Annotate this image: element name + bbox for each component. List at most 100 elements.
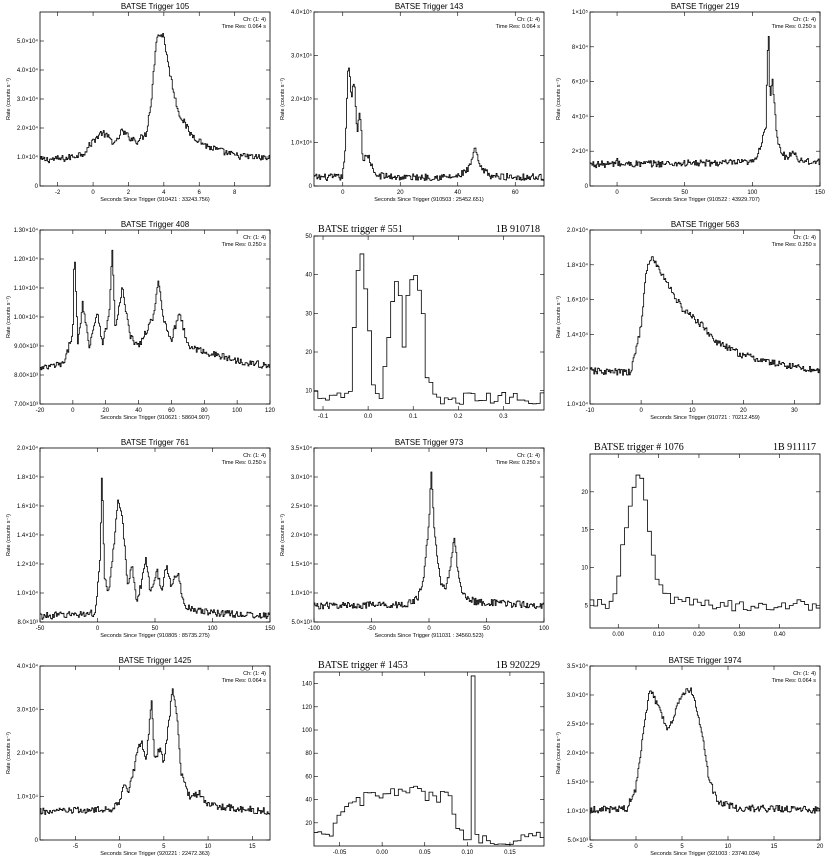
y-tick-label: 8.00×10³ xyxy=(14,373,38,379)
y-axis-label: Rate (counts s⁻¹) xyxy=(280,78,286,120)
x-tick-label: 8 xyxy=(233,190,237,196)
x-axis-label: Seconds Since Trigger (910805 : 85735.27… xyxy=(100,633,210,639)
y-tick-label: 140 xyxy=(302,682,313,688)
y-tick-label: 120 xyxy=(302,705,313,711)
x-tick-label: 15 xyxy=(771,844,778,850)
x-tick-label: 20 xyxy=(740,408,747,414)
y-tick-label: 30 xyxy=(305,311,312,317)
y-tick-label: 1×10⁵ xyxy=(572,9,589,16)
x-tick-label: 0.10 xyxy=(461,850,473,856)
x-tick-label: 0.0 xyxy=(364,414,373,420)
series-line-rate xyxy=(314,675,544,845)
y-tick-label: 1.6×10⁴ xyxy=(567,297,589,304)
x-tick-label: 120 xyxy=(265,408,276,414)
panel-annotation-1: Ch: (1: 4) xyxy=(517,17,540,23)
chart-title: BATSE Trigger 973 xyxy=(395,438,464,447)
x-tick-label: 150 xyxy=(265,626,276,632)
y-tick-label: 4×10⁴ xyxy=(572,113,589,120)
y-tick-label: 5.0×10³ xyxy=(291,620,312,626)
x-tick-label: 10 xyxy=(205,844,212,850)
x-tick-label: 0.15 xyxy=(504,850,516,856)
y-tick-label: 20 xyxy=(581,490,588,496)
x-tick-label: -5 xyxy=(73,844,79,850)
y-tick-label: 10 xyxy=(305,389,312,395)
x-tick-label: 5 xyxy=(162,844,166,850)
y-tick-label: 1.2×10⁴ xyxy=(567,366,589,373)
x-tick-label: 0 xyxy=(118,844,122,850)
y-tick-label: 0 xyxy=(35,184,39,190)
panel-annotation-1: Ch: (1: 4) xyxy=(243,17,266,23)
series-line-rate xyxy=(40,688,270,815)
y-tick-label: 2.0×10⁴ xyxy=(567,227,589,234)
x-tick-label: -5 xyxy=(587,844,593,850)
panel-annotation-2: Time Res: 0.250 s xyxy=(222,460,267,466)
x-tick-label: 50 xyxy=(483,626,490,632)
x-tick-label: 20 xyxy=(397,190,404,196)
x-tick-label: 60 xyxy=(168,408,175,414)
y-tick-label: 4.0×10⁴ xyxy=(17,67,39,74)
y-tick-label: 1.5×10⁴ xyxy=(291,561,313,568)
x-tick-label: 40 xyxy=(135,408,142,414)
x-tick-label: 10 xyxy=(689,408,696,414)
y-tick-label: 3.0×10⁴ xyxy=(567,692,589,699)
y-tick-label: 100 xyxy=(302,728,313,734)
x-tick-label: 2 xyxy=(127,190,131,196)
x-tick-label: 0 xyxy=(341,190,345,196)
plot-frame xyxy=(589,229,821,405)
chart-title: BATSE trigger # 551 xyxy=(318,224,403,235)
y-tick-label: 1.0×10⁴ xyxy=(17,154,39,161)
plot-frame xyxy=(39,665,271,841)
plot-frame xyxy=(313,235,545,411)
series-line-rate xyxy=(40,33,270,164)
x-tick-label: -100 xyxy=(308,626,321,632)
x-tick-label: 20 xyxy=(817,844,824,850)
x-tick-label: 0.3 xyxy=(499,414,508,420)
y-tick-label: 1.4×10⁴ xyxy=(17,532,39,539)
panel-annotation-1: Ch: (1: 4) xyxy=(793,17,816,23)
y-tick-label: 1.0×10⁵ xyxy=(291,140,313,147)
chart-panel-5: BATSE trigger # 551 1B 910718 -0.1 0.0 0.1 0.… xyxy=(305,224,545,420)
x-tick-label: 40 xyxy=(454,190,461,196)
x-tick-label: 5 xyxy=(680,844,684,850)
y-tick-label: 1.10×10⁴ xyxy=(14,285,39,292)
y-tick-label: 40 xyxy=(305,273,312,279)
x-tick-label: 0 xyxy=(427,626,431,632)
panel-annotation-2: Time Res: 0.250 s xyxy=(772,242,817,248)
y-axis-label: Rate (counts s⁻¹) xyxy=(280,514,286,556)
y-axis-label: Rate (counts s⁻¹) xyxy=(556,78,562,120)
x-tick-label: -50 xyxy=(367,626,376,632)
y-tick-label: 40 xyxy=(305,798,312,804)
x-axis-label: Seconds Since Trigger (910621 : 58604.90… xyxy=(100,415,210,421)
y-tick-label: 5.0×10³ xyxy=(567,838,588,844)
chart-panel-3: BATSE Trigger 219 0 50 100 150 0 2×10⁴ 4×10⁴ 6×1… xyxy=(556,2,826,203)
x-tick-label: 0 xyxy=(91,190,95,196)
chart-panel-12: BATSE Trigger 1974 -5 0 5 10 15 20 5.0×10³ 1.0×1… xyxy=(556,656,824,857)
x-tick-label: 0.00 xyxy=(376,850,388,856)
y-tick-label: 20 xyxy=(305,350,312,356)
x-tick-label: 10 xyxy=(725,844,732,850)
y-tick-label: 1.0×10⁴ xyxy=(291,590,313,597)
x-tick-label: 0.05 xyxy=(419,850,431,856)
y-tick-label: 1.4×10⁴ xyxy=(567,331,589,338)
y-tick-label: 3.0×10⁴ xyxy=(17,707,39,714)
chart-title: BATSE Trigger 408 xyxy=(121,220,190,229)
x-axis-label: Seconds Since Trigger (910522 : 43929.70… xyxy=(650,197,760,203)
y-tick-label: 1.6×10⁴ xyxy=(17,503,39,510)
x-tick-label: 0.00 xyxy=(612,632,624,638)
y-tick-label: 4.0×10⁵ xyxy=(291,9,313,16)
chart-panel-11: BATSE trigger # 1453 1B 920229 -0.05 0.00 0.… xyxy=(302,660,545,856)
panel-annotation-2: Time Res: 0.064 s xyxy=(496,24,541,30)
panel-annotation-1: Ch: (1: 4) xyxy=(243,235,266,241)
y-tick-label: 2.5×10⁴ xyxy=(291,503,313,510)
y-tick-label: 6×10⁴ xyxy=(572,79,589,86)
x-tick-label: -0.05 xyxy=(333,850,347,856)
y-axis-label: Rate (counts s⁻¹) xyxy=(556,732,562,774)
chart-panel-9: BATSE trigger # 1076 1B 911117 0.00 0.10 0.2… xyxy=(581,442,821,638)
y-tick-label: 0 xyxy=(585,184,589,190)
x-tick-label: 60 xyxy=(512,190,519,196)
y-tick-label: 80 xyxy=(305,751,312,757)
plot-frame xyxy=(39,229,271,405)
chart-title: BATSE Trigger 1425 xyxy=(119,656,192,665)
panel-annotation-2: Time Res: 0.250 s xyxy=(222,242,267,248)
x-tick-label: 6 xyxy=(198,190,202,196)
